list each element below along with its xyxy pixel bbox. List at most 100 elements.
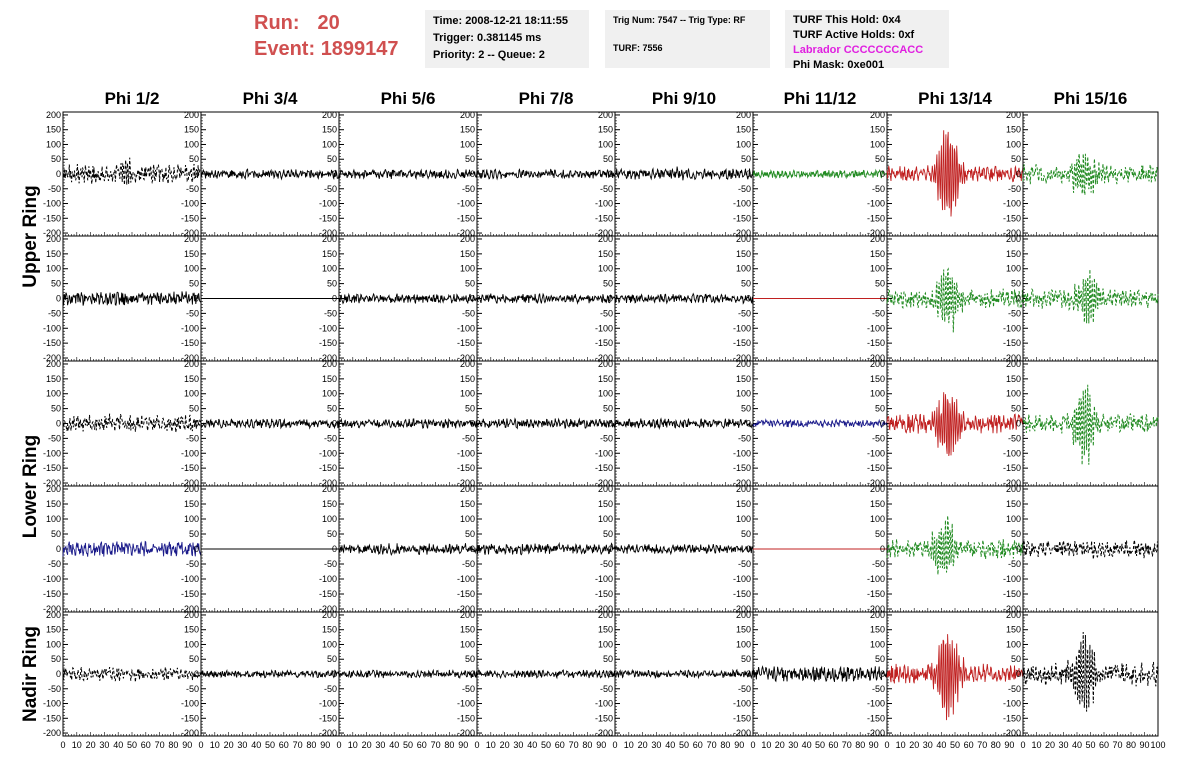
y-tick-label: 0 xyxy=(1016,169,1021,179)
y-tick-label: 150 xyxy=(460,499,475,509)
y-tick-label: -100 xyxy=(1003,199,1021,209)
x-tick-label: 60 xyxy=(693,740,703,750)
y-tick-label: -150 xyxy=(595,213,613,223)
column-header: Phi 15/16 xyxy=(1054,89,1128,108)
x-tick-label: 20 xyxy=(638,740,648,750)
y-tick-label: 200 xyxy=(598,610,613,620)
panel: 200 150 100 50 0 -50 -100 -150 -200 xyxy=(181,110,340,238)
x-tick-label: 30 xyxy=(237,740,247,750)
y-tick-label: 200 xyxy=(46,110,61,120)
y-tick-label: 200 xyxy=(598,359,613,369)
y-tick-label: -50 xyxy=(324,559,337,569)
y-tick-label: 0 xyxy=(194,419,199,429)
panel: 200 150 100 50 0 -50 -100 -150 -200 xyxy=(43,484,202,614)
y-tick-label: -50 xyxy=(1008,433,1021,443)
y-tick-label: 150 xyxy=(1006,249,1021,259)
x-tick-label: 40 xyxy=(802,740,812,750)
y-tick-label: -50 xyxy=(48,433,61,443)
y-tick-label: 100 xyxy=(870,264,885,274)
y-tick-label: -150 xyxy=(457,213,475,223)
y-tick-label: 0 xyxy=(194,294,199,304)
y-tick-label: 200 xyxy=(322,110,337,120)
y-tick-label: 200 xyxy=(1006,110,1021,120)
y-tick-label: 50 xyxy=(603,654,613,664)
y-tick-label: -50 xyxy=(186,684,199,694)
run-value: 20 xyxy=(317,12,340,34)
y-tick-label: 150 xyxy=(736,625,751,635)
y-tick-label: -50 xyxy=(872,684,885,694)
y-tick-label: 150 xyxy=(460,374,475,384)
y-tick-label: -150 xyxy=(319,338,337,348)
y-tick-label: 0 xyxy=(880,294,885,304)
y-tick-label: -200 xyxy=(733,228,751,238)
waveform-line xyxy=(476,541,616,556)
y-tick-label: -200 xyxy=(181,478,199,488)
y-tick-label: 150 xyxy=(870,249,885,259)
priority-text: Priority: 2 -- Queue: 2 xyxy=(433,49,545,61)
y-tick-label: 0 xyxy=(1016,544,1021,554)
panel: 200 150 100 50 0 -50 -100 -150 -200 xyxy=(181,359,340,488)
x-tick-label: 40 xyxy=(936,740,946,750)
y-tick-label: 150 xyxy=(184,125,199,135)
y-tick-label: -200 xyxy=(319,478,337,488)
x-tick-label: 10 xyxy=(72,740,82,750)
y-tick-label: -200 xyxy=(43,604,61,614)
event-value: 1899147 xyxy=(320,38,399,60)
y-tick-label: -150 xyxy=(867,713,885,723)
x-tick-label: 10 xyxy=(1031,740,1041,750)
y-tick-label: 200 xyxy=(46,484,61,494)
x-tick-label: 30 xyxy=(99,740,109,750)
waveform-line xyxy=(752,418,888,429)
y-tick-label: 200 xyxy=(322,610,337,620)
y-tick-label: 150 xyxy=(598,249,613,259)
y-tick-label: -150 xyxy=(319,213,337,223)
y-tick-label: 0 xyxy=(746,294,751,304)
y-tick-label: -50 xyxy=(186,184,199,194)
y-tick-label: -150 xyxy=(595,463,613,473)
y-tick-label: -200 xyxy=(181,604,199,614)
y-tick-label: -150 xyxy=(181,589,199,599)
y-tick-label: -100 xyxy=(43,199,61,209)
column-header: Phi 9/10 xyxy=(652,89,716,108)
y-tick-label: -200 xyxy=(595,353,613,363)
y-tick-label: 50 xyxy=(189,654,199,664)
panel: 200 150 100 50 0 -50 -100 -150 -200 xyxy=(867,234,1024,363)
x-tick-label: 70 xyxy=(155,740,165,750)
x-tick-label: 30 xyxy=(1058,740,1068,750)
y-tick-label: 100 xyxy=(870,514,885,524)
y-tick-label: -150 xyxy=(43,713,61,723)
x-tick-label: 90 xyxy=(458,740,468,750)
y-tick-label: -100 xyxy=(181,448,199,458)
x-tick-label: 10 xyxy=(486,740,496,750)
y-tick-label: -200 xyxy=(595,228,613,238)
y-tick-label: 150 xyxy=(460,625,475,635)
y-tick-label: -50 xyxy=(324,308,337,318)
waveform-line xyxy=(476,292,616,305)
x-tick-label: 90 xyxy=(869,740,879,750)
x-tick-label: 90 xyxy=(1004,740,1014,750)
y-tick-label: -100 xyxy=(319,199,337,209)
panel: 200 150 100 50 0 -50 -100 -150 -200 xyxy=(457,110,616,238)
waveform-line xyxy=(338,168,478,181)
x-tick-label: 30 xyxy=(513,740,523,750)
y-tick-label: 50 xyxy=(875,279,885,289)
y-tick-label: 200 xyxy=(598,484,613,494)
y-tick-label: 100 xyxy=(736,139,751,149)
y-tick-label: 150 xyxy=(870,374,885,384)
turf-hold-text: TURF This Hold: 0x4 xyxy=(793,14,901,26)
y-tick-label: -100 xyxy=(595,323,613,333)
y-tick-label: 0 xyxy=(608,169,613,179)
y-tick-label: -50 xyxy=(462,433,475,443)
y-tick-label: 100 xyxy=(46,389,61,399)
y-tick-label: -50 xyxy=(872,308,885,318)
y-tick-label: 0 xyxy=(1016,669,1021,679)
y-tick-label: 200 xyxy=(1006,234,1021,244)
y-tick-label: -150 xyxy=(457,589,475,599)
waveform-line xyxy=(886,267,1024,333)
panel: 200 150 100 50 0 -50 -100 -150 -200 xyxy=(43,610,202,738)
x-tick-label: 90 xyxy=(320,740,330,750)
y-tick-label: 50 xyxy=(465,654,475,664)
panel: 200 150 100 50 0 -50 -100 -150 -200 xyxy=(181,234,340,363)
y-tick-label: -200 xyxy=(181,228,199,238)
y-tick-label: 100 xyxy=(1006,389,1021,399)
